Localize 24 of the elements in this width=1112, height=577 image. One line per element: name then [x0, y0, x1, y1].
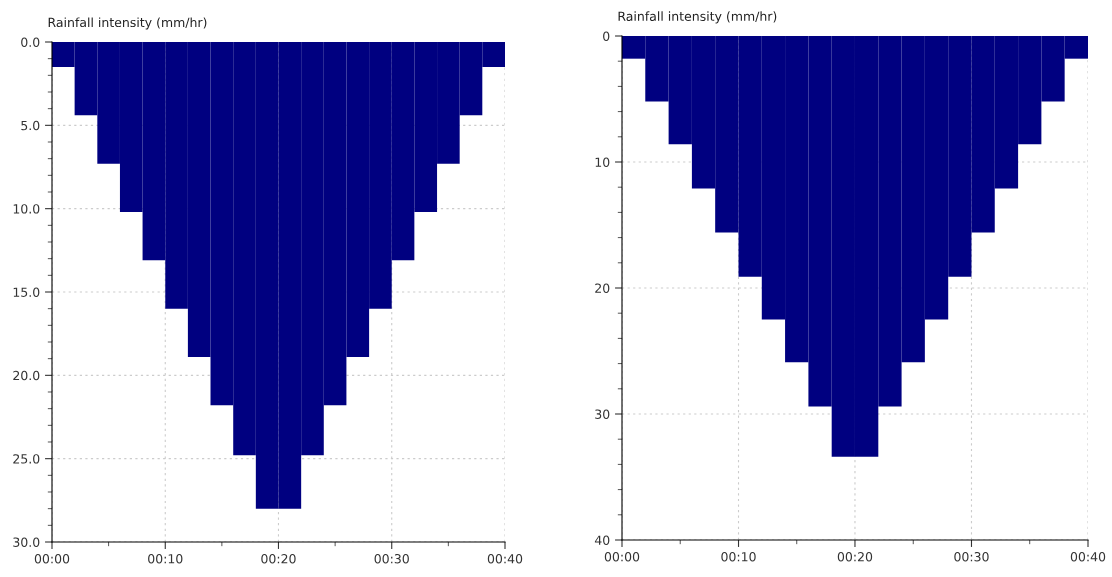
x-tick-label: 00:30 [374, 554, 409, 564]
x-tick-label: 00:20 [261, 554, 296, 564]
y-tick-label: 30.0 [13, 537, 40, 547]
y-tick-label: 0.0 [21, 37, 40, 47]
x-tick-label: 00:40 [487, 554, 523, 564]
y-tick-label: 20 [595, 283, 610, 293]
x-tick-label: 00:40 [1070, 552, 1106, 562]
x-tick-label: 00:10 [721, 552, 756, 562]
x-tick-label: 00:00 [604, 552, 640, 562]
y-tick-label: 0 [603, 31, 610, 41]
x-tick-label: 00:20 [837, 552, 873, 562]
y-axis-title: Rainfall intensity (mm/hr) [48, 17, 207, 30]
y-tick-label: 20.0 [13, 370, 40, 381]
y-axis-title: Rainfall intensity (mm/hr) [618, 11, 777, 24]
y-tick-label: 30 [595, 409, 610, 419]
y-tick-label: 40 [594, 535, 610, 545]
y-tick-label: 10 [595, 157, 610, 167]
x-tick-label: 00:00 [34, 554, 70, 564]
y-tick-label: 10.0 [13, 204, 40, 214]
x-tick-label: 00:10 [148, 554, 183, 564]
y-tick-label: 5.0 [21, 120, 40, 131]
y-tick-label: 25.0 [13, 454, 40, 464]
y-tick-label: 15.0 [13, 287, 40, 297]
x-tick-label: 00:30 [954, 552, 989, 562]
